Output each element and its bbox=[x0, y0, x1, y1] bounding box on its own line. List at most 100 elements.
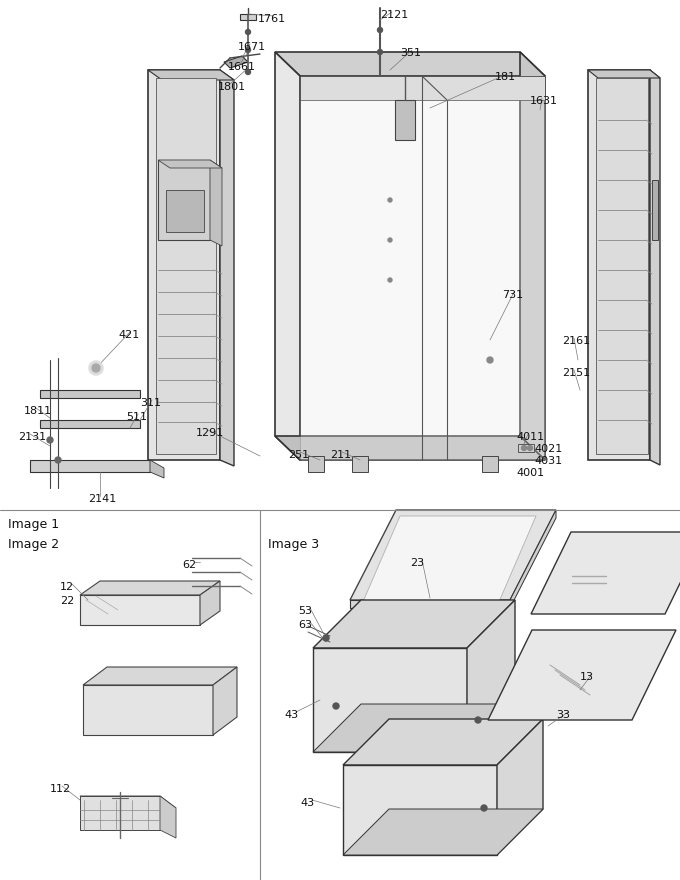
Polygon shape bbox=[200, 581, 220, 625]
Polygon shape bbox=[30, 460, 150, 472]
Text: 1291: 1291 bbox=[196, 428, 224, 438]
Text: Image 1: Image 1 bbox=[8, 518, 59, 531]
Circle shape bbox=[377, 49, 382, 55]
Text: 1811: 1811 bbox=[24, 406, 52, 416]
Polygon shape bbox=[166, 190, 204, 232]
Text: 2161: 2161 bbox=[562, 336, 590, 346]
Polygon shape bbox=[300, 76, 545, 100]
Text: 181: 181 bbox=[495, 72, 516, 82]
Polygon shape bbox=[650, 70, 660, 465]
Circle shape bbox=[475, 717, 481, 723]
Circle shape bbox=[245, 30, 250, 34]
Text: 4031: 4031 bbox=[534, 456, 562, 466]
Polygon shape bbox=[300, 76, 545, 460]
Text: Image 3: Image 3 bbox=[268, 538, 319, 551]
Polygon shape bbox=[596, 78, 648, 454]
Polygon shape bbox=[80, 796, 160, 830]
Polygon shape bbox=[40, 390, 140, 398]
Text: Image 2: Image 2 bbox=[8, 538, 59, 551]
Polygon shape bbox=[510, 510, 556, 608]
Polygon shape bbox=[313, 704, 515, 752]
Polygon shape bbox=[313, 600, 515, 648]
Polygon shape bbox=[520, 52, 545, 460]
Text: 1671: 1671 bbox=[238, 42, 266, 52]
Polygon shape bbox=[343, 719, 543, 765]
Text: 1761: 1761 bbox=[258, 14, 286, 24]
Polygon shape bbox=[213, 667, 237, 735]
Circle shape bbox=[245, 70, 250, 75]
Text: 23: 23 bbox=[410, 558, 424, 568]
Text: 1661: 1661 bbox=[228, 62, 256, 72]
Circle shape bbox=[487, 357, 493, 363]
Text: 211: 211 bbox=[330, 450, 351, 460]
Polygon shape bbox=[80, 595, 200, 625]
Polygon shape bbox=[518, 444, 534, 452]
Polygon shape bbox=[395, 100, 415, 140]
Text: 2141: 2141 bbox=[88, 494, 116, 504]
Text: 311: 311 bbox=[140, 398, 161, 408]
Text: 62: 62 bbox=[182, 560, 196, 570]
Text: 13: 13 bbox=[580, 672, 594, 682]
Polygon shape bbox=[210, 160, 222, 246]
Polygon shape bbox=[224, 56, 248, 68]
Polygon shape bbox=[150, 460, 164, 478]
Polygon shape bbox=[343, 765, 497, 855]
Polygon shape bbox=[240, 14, 256, 20]
Text: 2131: 2131 bbox=[18, 432, 46, 442]
Circle shape bbox=[377, 27, 382, 33]
Polygon shape bbox=[482, 456, 498, 472]
Polygon shape bbox=[83, 667, 237, 685]
Polygon shape bbox=[588, 70, 650, 460]
Polygon shape bbox=[80, 581, 220, 595]
Polygon shape bbox=[497, 719, 543, 855]
Polygon shape bbox=[275, 52, 545, 76]
Text: 1631: 1631 bbox=[530, 96, 558, 106]
Circle shape bbox=[245, 48, 250, 53]
Circle shape bbox=[388, 198, 392, 202]
Text: 112: 112 bbox=[50, 784, 71, 794]
Polygon shape bbox=[652, 180, 658, 240]
Text: 1801: 1801 bbox=[218, 82, 246, 92]
Text: 2151: 2151 bbox=[562, 368, 590, 378]
Circle shape bbox=[92, 364, 100, 372]
Text: 351: 351 bbox=[400, 48, 421, 58]
Polygon shape bbox=[350, 510, 556, 600]
Text: 4011: 4011 bbox=[516, 432, 544, 442]
Text: 63: 63 bbox=[298, 620, 312, 630]
Text: 22: 22 bbox=[60, 596, 74, 606]
Polygon shape bbox=[350, 600, 510, 608]
Polygon shape bbox=[308, 456, 324, 472]
Polygon shape bbox=[488, 630, 676, 720]
Polygon shape bbox=[40, 420, 140, 428]
Polygon shape bbox=[80, 796, 176, 808]
Polygon shape bbox=[275, 436, 545, 460]
Text: 12: 12 bbox=[60, 582, 74, 592]
Polygon shape bbox=[275, 52, 300, 460]
Text: 251: 251 bbox=[288, 450, 309, 460]
Polygon shape bbox=[156, 78, 216, 454]
Circle shape bbox=[528, 445, 532, 451]
Text: 4001: 4001 bbox=[516, 468, 544, 478]
Polygon shape bbox=[83, 685, 213, 735]
Polygon shape bbox=[148, 70, 234, 80]
Text: 511: 511 bbox=[126, 412, 147, 422]
Circle shape bbox=[388, 238, 392, 242]
Circle shape bbox=[89, 361, 103, 375]
Text: 33: 33 bbox=[556, 710, 570, 720]
Text: 53: 53 bbox=[298, 606, 312, 616]
Text: 4021: 4021 bbox=[534, 444, 562, 454]
Polygon shape bbox=[467, 600, 515, 752]
Circle shape bbox=[481, 805, 487, 811]
Text: 2121: 2121 bbox=[380, 10, 408, 20]
Polygon shape bbox=[220, 70, 234, 466]
Text: 43: 43 bbox=[300, 798, 314, 808]
Polygon shape bbox=[148, 70, 220, 460]
Polygon shape bbox=[160, 796, 176, 838]
Circle shape bbox=[333, 703, 339, 709]
Text: 731: 731 bbox=[502, 290, 523, 300]
Text: 43: 43 bbox=[284, 710, 298, 720]
Circle shape bbox=[47, 437, 53, 443]
Polygon shape bbox=[531, 532, 680, 614]
Polygon shape bbox=[352, 456, 368, 472]
Polygon shape bbox=[158, 160, 210, 240]
